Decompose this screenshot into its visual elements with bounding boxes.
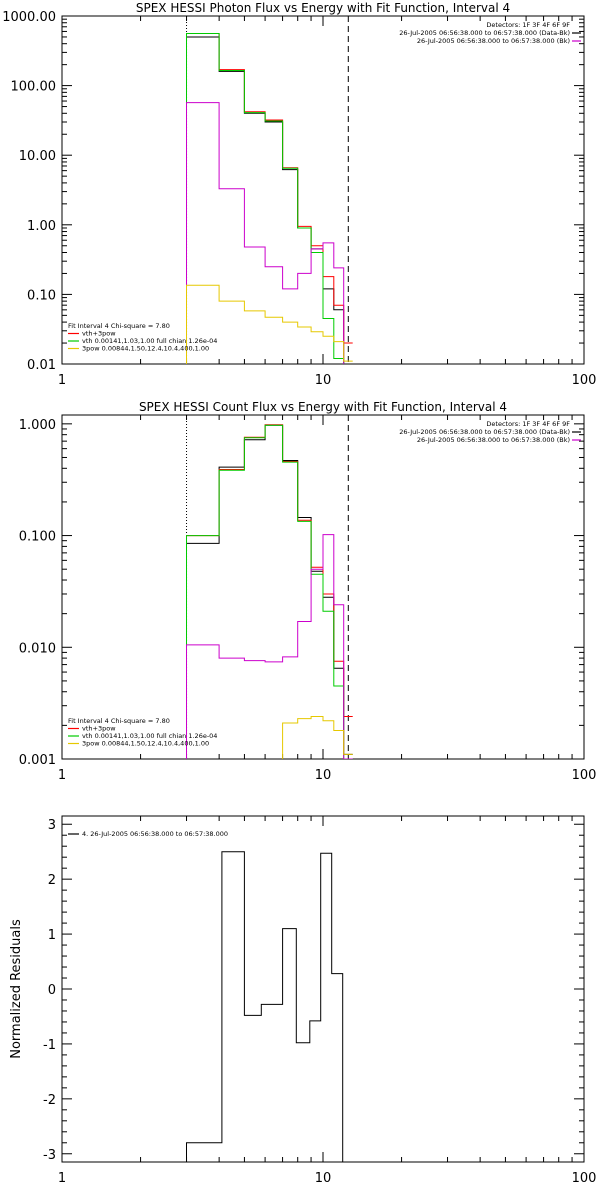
header-line: 26-Jul-2005 06:56:38.000 to 06:57:38.000… <box>417 37 570 45</box>
legend-entry: vth+3pow <box>82 725 116 733</box>
series-vth <box>186 424 353 759</box>
series-vth-3pow <box>186 33 353 364</box>
y-tick-label: -2 <box>43 1093 56 1108</box>
chart-title: SPEX HESSI Photon Flux vs Energy with Fi… <box>136 1 510 15</box>
plot-frame <box>61 815 585 1163</box>
y-axis-label: Normalized Residuals <box>9 919 24 1059</box>
y-tick-label: 10.00 <box>19 149 56 164</box>
header-line: Detectors: 1F 3F 4F 6F 9F <box>486 420 570 428</box>
y-tick-label: 3 <box>48 818 56 833</box>
plot-2: SPEX HESSI Count Flux vs Energy with Fit… <box>19 400 597 783</box>
x-tick-label: 1 <box>58 1171 66 1186</box>
y-tick-label: 1000.00 <box>2 10 56 25</box>
legend-entry: 3pow 0.00844,1.50,12.4,10.4,400,1.00 <box>82 740 209 748</box>
x-tick-label: 10 <box>315 1171 332 1186</box>
header-line: 26-Jul-2005 06:56:38.000 to 06:57:38.000… <box>399 428 570 436</box>
y-tick-label: 2 <box>48 873 56 888</box>
y-tick-label: -1 <box>43 1038 56 1053</box>
y-tick-label: 1 <box>48 928 56 943</box>
x-tick-label: 10 <box>315 768 332 783</box>
series-bk <box>186 534 353 759</box>
series-data-bk <box>186 424 353 759</box>
legend-entry: vth 0.00141,1.03,1.00 full chian 1.26e-0… <box>82 732 217 740</box>
plot-1: SPEX HESSI Photon Flux vs Energy with Fi… <box>2 1 596 388</box>
y-tick-label: -3 <box>43 1148 56 1163</box>
x-tick-label: 100 <box>572 1171 597 1186</box>
series-group <box>186 851 344 1162</box>
series-3pow <box>186 284 353 364</box>
legend-entry: 3pow 0.00844,1.50,12.4,10.4,400,1.00 <box>82 345 209 353</box>
y-tick-label: 0.001 <box>19 753 56 768</box>
y-tick-label: 0.010 <box>19 641 56 656</box>
y-tick-label: 100.00 <box>11 80 57 95</box>
legend-entry: Fit Interval 4 Chi-square = 7.80 <box>68 322 170 330</box>
y-tick-label: 1.00 <box>27 219 56 234</box>
legend-entry: vth+3pow <box>82 330 116 338</box>
header-line: Detectors: 1F 3F 4F 6F 9F <box>486 21 570 29</box>
series-residuals <box>186 851 344 1162</box>
header-line: 26-Jul-2005 06:56:38.000 to 06:57:38.000… <box>399 29 570 37</box>
legend-entry: 4. 26-Jul-2005 06:56:38.000 to 06:57:38.… <box>82 830 228 838</box>
chart-title: SPEX HESSI Count Flux vs Energy with Fit… <box>139 400 507 414</box>
series-vth <box>186 33 345 364</box>
header-line: 26-Jul-2005 06:56:38.000 to 06:57:38.000… <box>417 436 570 444</box>
x-tick-label: 100 <box>572 373 597 388</box>
series-data-bk <box>186 36 353 364</box>
y-tick-label: 0.10 <box>27 288 56 303</box>
legend-entry: Fit Interval 4 Chi-square = 7.80 <box>68 717 170 725</box>
y-tick-label: 1.000 <box>19 418 56 433</box>
series-vth-3pow <box>186 424 353 759</box>
x-tick-label: 100 <box>572 768 597 783</box>
series-3pow <box>282 716 353 759</box>
y-tick-label: 0.100 <box>19 530 56 545</box>
y-tick-label: 0 <box>48 983 56 998</box>
series-bk <box>186 102 345 364</box>
legend-entry: vth 0.00141,1.03,1.00 full chian 1.26e-0… <box>82 337 217 345</box>
series-group <box>186 33 353 364</box>
x-tick-label: 1 <box>58 373 66 388</box>
series-group <box>186 424 353 759</box>
x-tick-label: 10 <box>315 373 332 388</box>
x-tick-label: 1 <box>58 768 66 783</box>
y-tick-label: 0.01 <box>27 358 56 373</box>
